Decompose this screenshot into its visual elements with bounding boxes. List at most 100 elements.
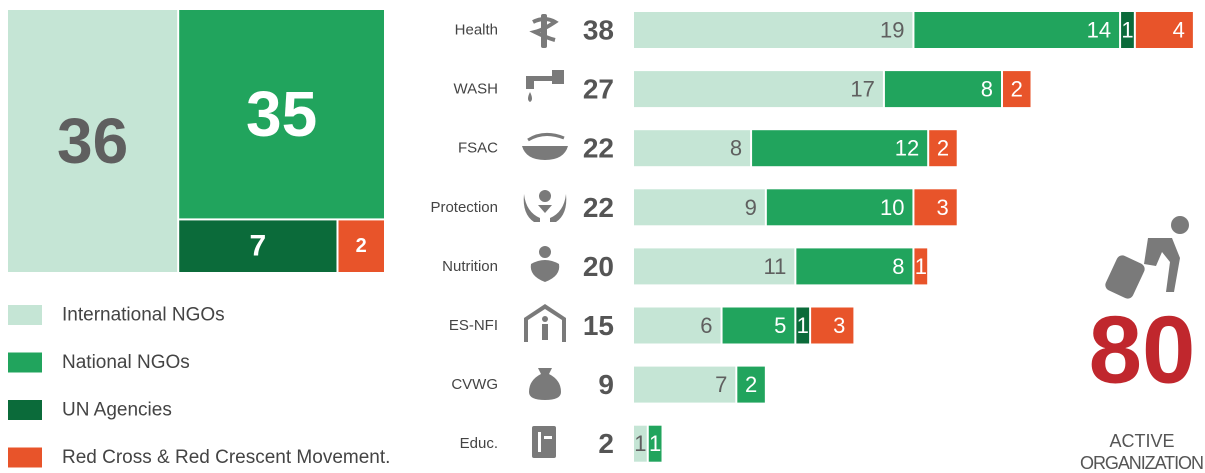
legend-swatch bbox=[8, 400, 42, 420]
treemap-label: 7 bbox=[250, 230, 267, 263]
segment-label: 17 bbox=[850, 77, 874, 102]
category-label: Health bbox=[455, 22, 498, 39]
icon-traveller bbox=[1105, 255, 1145, 299]
icon-wash bbox=[528, 92, 532, 102]
icon-esnfi bbox=[542, 324, 548, 340]
bar-segment bbox=[914, 189, 957, 226]
icon-esnfi bbox=[542, 316, 548, 322]
segment-label: 2 bbox=[745, 372, 757, 397]
bar-segment bbox=[1003, 71, 1031, 108]
segment-label: 12 bbox=[895, 136, 919, 161]
segment-label: 2 bbox=[937, 136, 949, 161]
segment-label: 5 bbox=[774, 313, 786, 338]
bar-segment bbox=[796, 248, 913, 285]
legend-label: Red Cross & Red Crescent Movement. bbox=[62, 447, 390, 468]
icon-traveller bbox=[1171, 216, 1189, 234]
category-label: Nutrition bbox=[442, 258, 498, 275]
segment-label: 8 bbox=[892, 254, 904, 279]
segment-label: 1 bbox=[634, 431, 646, 456]
category-label: WASH bbox=[454, 81, 498, 98]
legend-label: National NGOs bbox=[62, 352, 190, 373]
bar-segment bbox=[634, 189, 765, 226]
icon-fsac bbox=[522, 146, 568, 160]
summary-value: 80 bbox=[1089, 297, 1196, 404]
segment-label: 3 bbox=[833, 313, 845, 338]
legend-swatch bbox=[8, 447, 42, 468]
category-label: Educ. bbox=[460, 435, 498, 452]
bar-segment bbox=[796, 307, 810, 344]
total-label: 27 bbox=[583, 74, 614, 105]
treemap-label: 35 bbox=[246, 78, 317, 150]
segment-label: 1 bbox=[1121, 18, 1133, 43]
segment-label: 1 bbox=[649, 431, 661, 456]
total-label: 15 bbox=[583, 310, 614, 341]
segment-label: 4 bbox=[1173, 18, 1185, 43]
segment-label: 6 bbox=[700, 313, 712, 338]
bar-segment bbox=[634, 12, 913, 48]
legend-swatch bbox=[8, 305, 42, 325]
total-label: 9 bbox=[598, 369, 614, 400]
segment-label: 19 bbox=[880, 18, 904, 43]
bar-segment bbox=[1121, 12, 1134, 48]
total-label: 20 bbox=[583, 251, 614, 282]
icons bbox=[522, 14, 1189, 458]
bar-segment bbox=[634, 366, 736, 403]
segment-label: 8 bbox=[730, 136, 742, 161]
bar-segment bbox=[1135, 12, 1193, 48]
icon-health bbox=[529, 17, 559, 42]
segment-label: 8 bbox=[981, 77, 993, 102]
segment-label: 9 bbox=[745, 195, 757, 220]
icon-educ bbox=[532, 426, 556, 458]
bar-segment bbox=[634, 71, 883, 108]
segment-label: 11 bbox=[764, 254, 787, 279]
segment-label: 7 bbox=[715, 372, 727, 397]
segment-label: 2 bbox=[1011, 77, 1023, 102]
icon-protection bbox=[539, 190, 551, 202]
bar-segment bbox=[914, 248, 928, 285]
icon-wash bbox=[526, 70, 564, 89]
icon-fsac bbox=[527, 133, 565, 142]
total-label: 22 bbox=[583, 192, 614, 223]
icon-educ bbox=[544, 436, 552, 439]
legend-label: UN Agencies bbox=[62, 400, 172, 421]
treemap-cell bbox=[338, 220, 384, 272]
category-label: ES-NFI bbox=[449, 317, 498, 334]
total-label: 22 bbox=[583, 133, 614, 164]
legend-label: International NGOs bbox=[62, 305, 225, 326]
bar-segment bbox=[634, 425, 647, 462]
bar-segment bbox=[648, 425, 662, 462]
category-label: Protection bbox=[430, 199, 498, 216]
total-label: 38 bbox=[583, 15, 614, 46]
bar-segment bbox=[766, 189, 913, 226]
segment-label: 1 bbox=[797, 313, 809, 338]
category-label: CVWG bbox=[451, 376, 498, 393]
treemap-cell bbox=[179, 220, 337, 272]
bar-segment bbox=[737, 366, 765, 403]
total-label: 2 bbox=[598, 428, 614, 459]
bar-segment bbox=[752, 130, 928, 167]
bar-segment bbox=[884, 71, 1001, 108]
bar-segment bbox=[634, 130, 751, 167]
icon-nutrition bbox=[539, 246, 551, 258]
segment-label: 1 bbox=[915, 254, 927, 279]
icon-traveller bbox=[1144, 238, 1180, 292]
icon-nutrition bbox=[530, 260, 560, 282]
segment-label: 3 bbox=[936, 195, 948, 220]
treemap-label: 2 bbox=[356, 235, 367, 257]
bar-segment bbox=[914, 12, 1120, 48]
legend-swatch bbox=[8, 352, 42, 373]
summary-label: ORGANIZATION bbox=[1080, 453, 1204, 473]
bar-segment bbox=[634, 248, 795, 285]
icon-esnfi bbox=[524, 304, 566, 342]
summary-label: ACTIVE bbox=[1109, 431, 1174, 451]
segment-label: 10 bbox=[880, 195, 904, 220]
bar-segment bbox=[811, 307, 854, 344]
bar-segment bbox=[634, 307, 721, 344]
icon-protection bbox=[523, 194, 567, 222]
icon-cvwg bbox=[529, 368, 561, 400]
treemap-label: 36 bbox=[57, 105, 128, 177]
category-label: FSAC bbox=[458, 140, 498, 157]
icon-educ bbox=[538, 432, 541, 452]
segment-label: 14 bbox=[1087, 18, 1111, 43]
